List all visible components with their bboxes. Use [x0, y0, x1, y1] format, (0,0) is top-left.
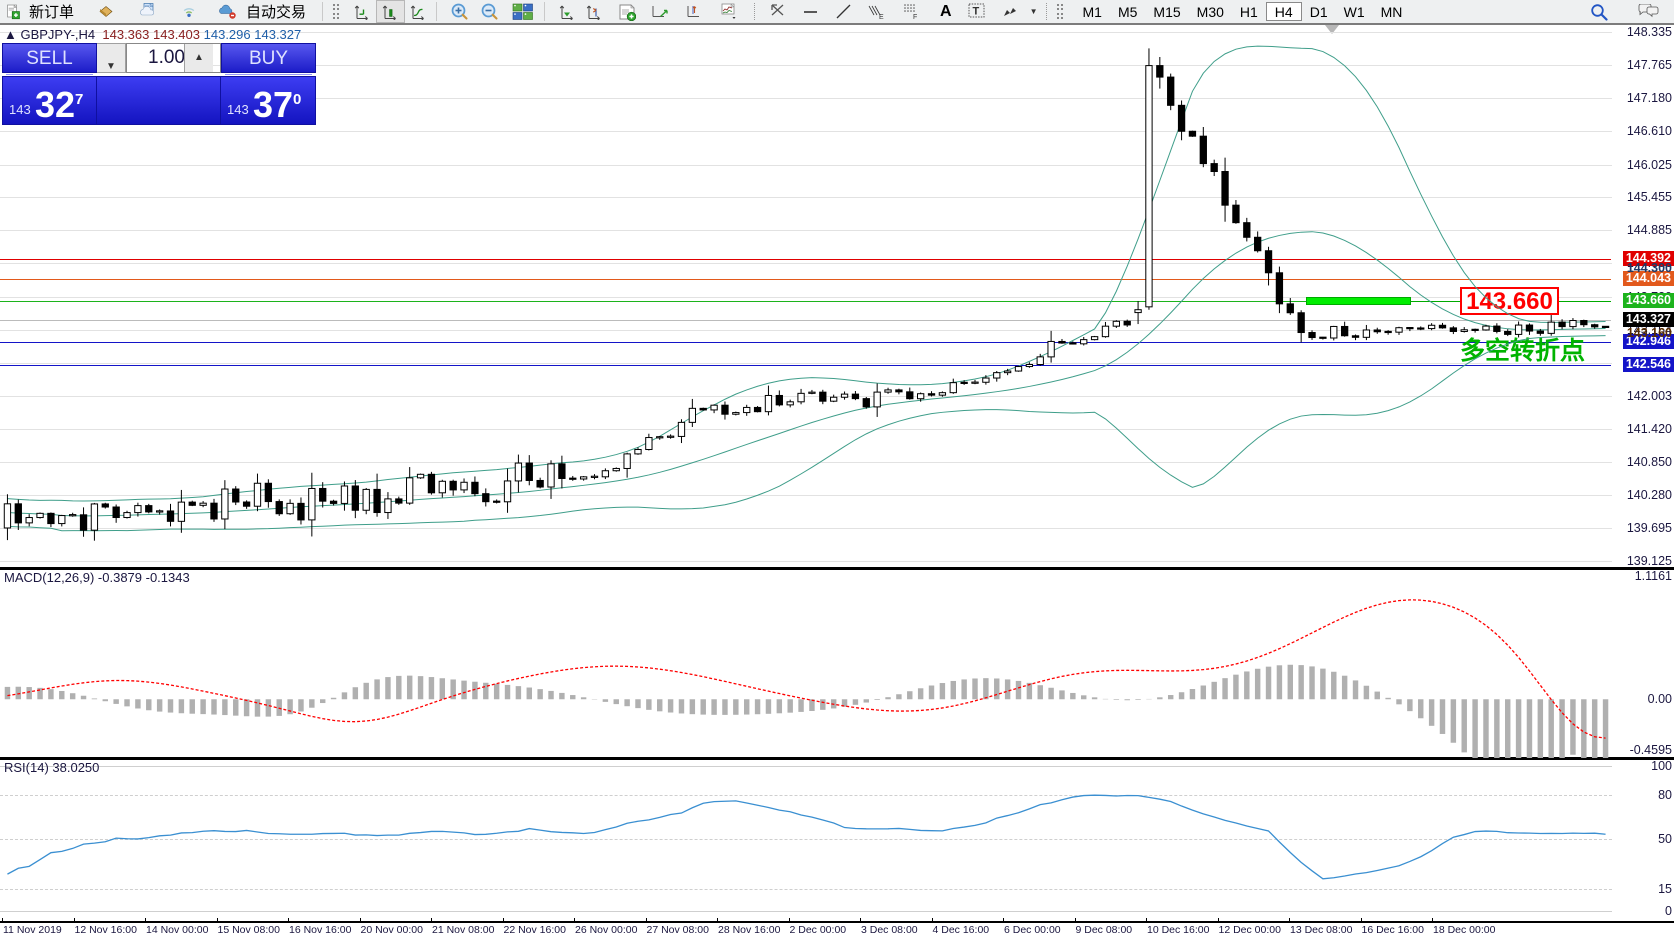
- svg-text:F: F: [913, 14, 917, 20]
- svg-text:E: E: [879, 14, 884, 20]
- svg-text:T: T: [972, 6, 979, 18]
